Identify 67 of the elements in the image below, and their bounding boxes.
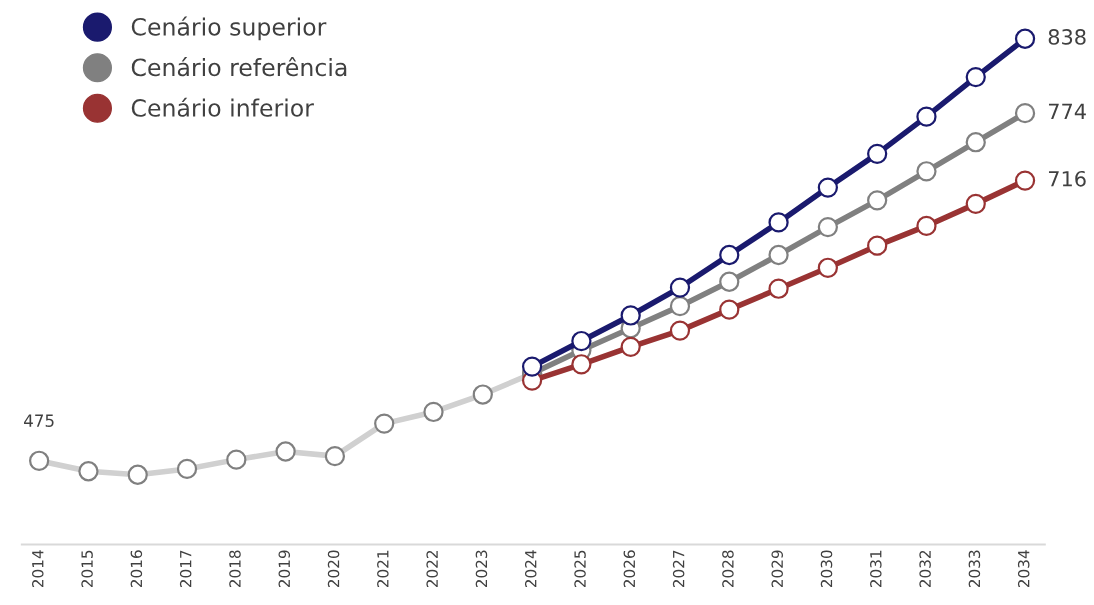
point [275, 441, 296, 462]
x-tick-label: 2024 [524, 550, 537, 588]
point [965, 132, 986, 153]
point [817, 257, 839, 278]
point [768, 212, 789, 233]
point [719, 271, 740, 292]
point [719, 244, 740, 266]
point [916, 161, 937, 182]
point [472, 384, 493, 405]
point [916, 215, 937, 237]
x-tick-label: 2022 [426, 550, 438, 588]
point [423, 401, 444, 423]
x-tick-label: 2016 [130, 550, 143, 588]
x-tick-label: 2031 [870, 550, 882, 588]
point [867, 235, 888, 256]
point [620, 336, 641, 357]
point [817, 216, 839, 238]
point [669, 296, 691, 317]
x-tick-label: 2021 [377, 550, 389, 588]
point [226, 449, 247, 470]
point [669, 320, 691, 341]
point [817, 177, 839, 198]
data-label: 774 [1048, 103, 1086, 119]
x-tick-label: 2028 [722, 550, 734, 588]
x-tick-label: 2033 [968, 550, 981, 588]
x-tick-label: 2017 [179, 550, 192, 588]
x-tick-label: 2029 [771, 550, 784, 588]
point [571, 354, 592, 375]
x-tick-label: 2018 [229, 550, 241, 588]
point [571, 330, 592, 352]
point [768, 278, 789, 299]
legend-label: Cenário referência [131, 57, 347, 77]
data-label: 475 [24, 414, 54, 427]
point [176, 458, 198, 480]
point [965, 66, 986, 88]
point [1014, 103, 1036, 124]
x-tick-label: 2019 [278, 550, 291, 588]
x-tick-label: 2023 [475, 550, 488, 588]
x-tick-label: 2032 [919, 550, 931, 588]
x-tick-label: 2014 [32, 550, 44, 588]
point [324, 446, 346, 467]
point [965, 193, 986, 214]
point [867, 190, 888, 211]
point [620, 305, 641, 326]
point [867, 143, 888, 164]
x-tick-label: 2030 [820, 550, 833, 588]
point [1014, 170, 1036, 191]
point [78, 461, 99, 482]
x-tick-label: 2020 [327, 550, 340, 588]
legend-label: Cenário superior [131, 16, 327, 41]
legend-label: Cenário inferior [131, 97, 314, 117]
point [719, 299, 740, 320]
point [374, 413, 395, 434]
x-tick-label: 2027 [672, 550, 685, 588]
x-tick-label: 2025 [574, 550, 586, 588]
point [127, 464, 148, 485]
x-tick-label: 2026 [623, 550, 636, 588]
point [916, 106, 937, 127]
data-label: 838 [1048, 29, 1086, 45]
x-tick-label: 2015 [81, 550, 93, 588]
data-label: 716 [1048, 170, 1086, 187]
x-tick-label: 2034 [1017, 550, 1030, 588]
point [29, 450, 50, 471]
point [521, 356, 543, 377]
point [1014, 28, 1036, 49]
point [768, 244, 789, 266]
point [669, 277, 691, 298]
